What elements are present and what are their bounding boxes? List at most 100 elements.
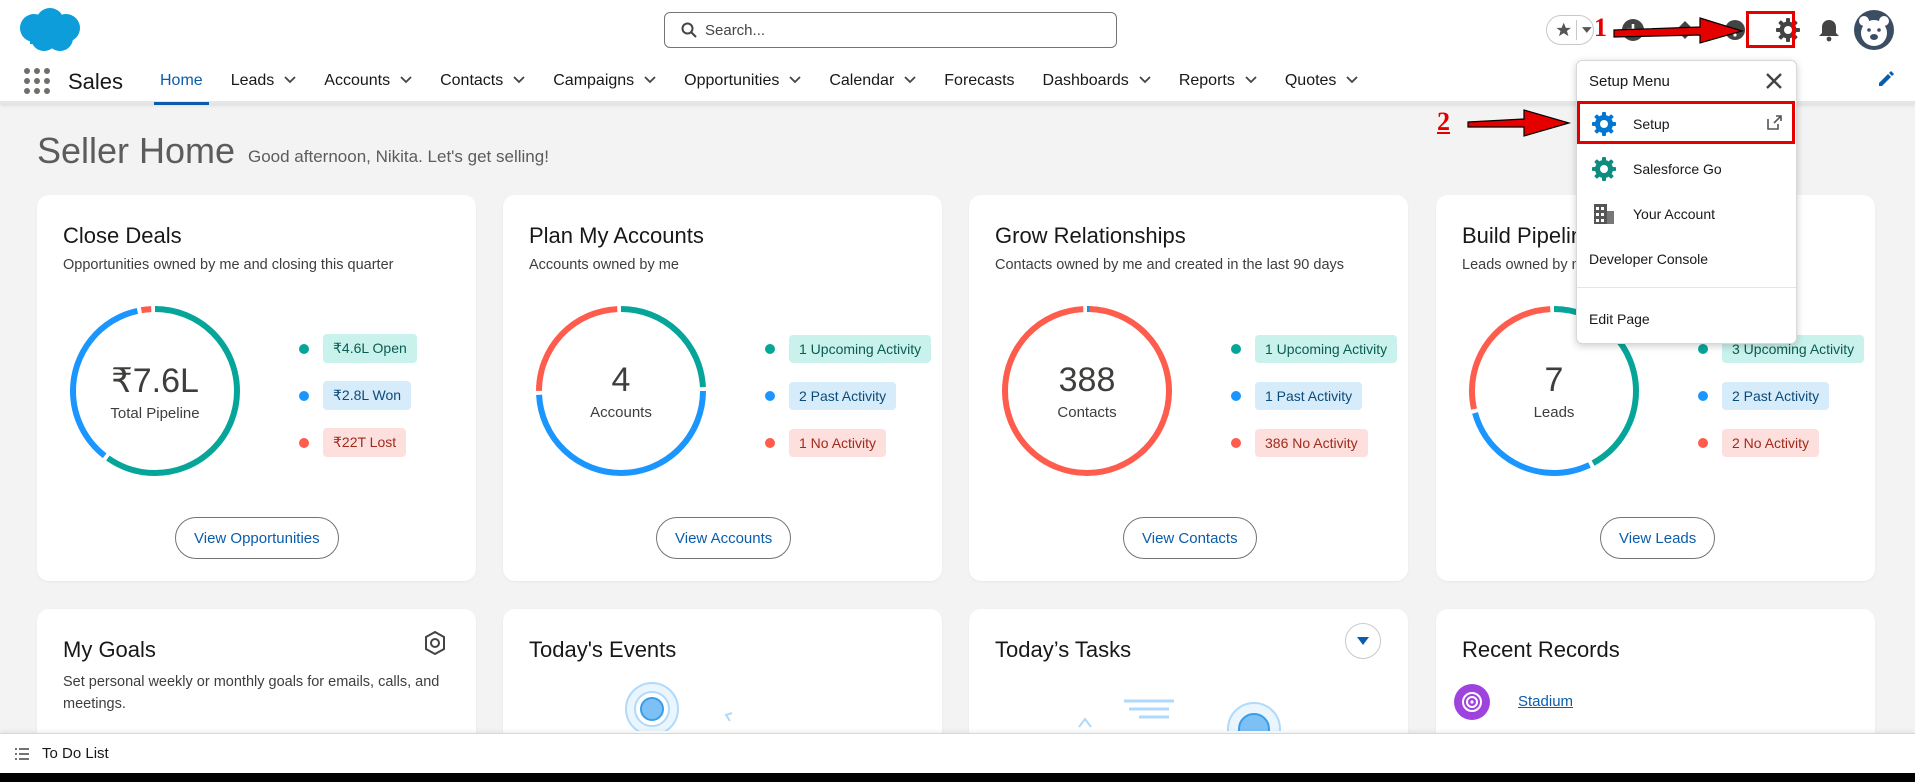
legend-item[interactable]: 1 Upcoming Activity — [1231, 325, 1398, 372]
nav-tab-dashboards[interactable]: Dashboards — [1029, 58, 1165, 104]
nav-tab-opportunities[interactable]: Opportunities — [670, 58, 815, 104]
view-records-button[interactable]: View Accounts — [656, 517, 792, 559]
nav-tab-label: Campaigns — [553, 72, 635, 89]
donut-segment[interactable] — [1469, 306, 1639, 476]
donut-segment[interactable] — [70, 306, 240, 476]
view-records-button[interactable]: View Contacts — [1123, 517, 1257, 559]
tasks-filter-button[interactable] — [1345, 623, 1381, 659]
donut-label: Total Pipeline — [110, 404, 200, 422]
chevron-down-icon[interactable] — [1346, 75, 1359, 87]
legend-dot — [765, 343, 775, 354]
donut-segment[interactable] — [1469, 306, 1639, 476]
legend-item[interactable]: 2 Past Activity — [765, 372, 931, 419]
legend-dot — [1231, 343, 1241, 354]
nav-tab-label: Calendar — [829, 72, 895, 89]
nav-tab-calendar[interactable]: Calendar — [815, 58, 930, 104]
nav-tab-home[interactable]: Home — [146, 58, 217, 105]
menu-item-label: Edit Page — [1589, 311, 1650, 327]
nav-tab-accounts[interactable]: Accounts — [310, 58, 426, 104]
goal-settings-icon[interactable] — [423, 631, 447, 655]
recent-record-link[interactable]: Stadium — [1518, 693, 1574, 710]
setup-menu-item-setup[interactable]: Setup — [1577, 102, 1796, 146]
nav-tab-reports[interactable]: Reports — [1165, 58, 1271, 104]
card-subtitle: Contacts owned by me and created in the … — [995, 257, 1345, 273]
todo-list-icon[interactable] — [14, 746, 30, 762]
star-icon[interactable] — [1555, 21, 1572, 39]
donut-segment[interactable] — [1002, 306, 1172, 476]
donut-segment[interactable] — [536, 306, 706, 476]
legend-item[interactable]: 1 No Activity — [765, 419, 931, 466]
donut-chart — [536, 306, 706, 476]
donut-center: 7 Leads — [1466, 303, 1642, 479]
setup-menu-item-edit-page[interactable]: Edit Page — [1577, 297, 1796, 341]
window-bottom-edge — [0, 773, 1915, 782]
salesforce-logo[interactable] — [14, 6, 84, 54]
setup-menu-item-salesforce-go[interactable]: Salesforce Go — [1577, 147, 1796, 191]
donut-segment[interactable] — [536, 306, 706, 476]
view-records-button[interactable]: View Opportunities — [175, 517, 339, 559]
chevron-down-icon[interactable] — [1139, 75, 1151, 87]
nav-tab-label: Quotes — [1284, 72, 1337, 89]
donut-segment[interactable] — [1002, 306, 1172, 476]
nav-tab-label: Leads — [230, 72, 275, 89]
legend-dot — [299, 343, 309, 354]
donut-segment[interactable] — [70, 306, 240, 476]
legend-item[interactable]: 1 Past Activity — [1231, 372, 1397, 419]
setup-menu-item-your-account[interactable]: Your Account — [1577, 192, 1796, 236]
menu-item-label: Developer Console — [1589, 251, 1709, 267]
campaign-icon — [1454, 684, 1490, 720]
edit-nav-pencil-icon[interactable] — [1877, 70, 1895, 88]
setup-menu-item-developer-console[interactable]: Developer Console — [1577, 237, 1796, 281]
notifications-bell-icon[interactable] — [1812, 10, 1846, 50]
card-subtitle: Opportunities owned by me and closing th… — [63, 257, 394, 273]
view-records-button[interactable]: View Leads — [1600, 517, 1716, 559]
chevron-down-icon[interactable] — [644, 75, 656, 87]
app-launcher-icon[interactable] — [24, 68, 50, 94]
nav-tab-label: Reports — [1178, 72, 1235, 89]
external-link-icon[interactable] — [1766, 115, 1782, 131]
nav-tab-label: Forecasts — [944, 72, 1015, 89]
legend-pill: 1 Upcoming Activity — [789, 334, 932, 363]
legend-item[interactable]: ₹4.6L Open — [299, 325, 417, 372]
legend-item[interactable]: 2 Past Activity — [1698, 372, 1864, 419]
close-icon[interactable] — [1764, 71, 1784, 91]
card-title: Build Pipeline — [1462, 223, 1596, 248]
chevron-down-icon[interactable] — [789, 75, 801, 87]
legend-dot — [1231, 390, 1241, 401]
global-actions-icon[interactable] — [1616, 10, 1650, 50]
legend-item[interactable]: ₹22T Lost — [299, 419, 417, 466]
legend-item[interactable]: 1 Upcoming Activity — [765, 325, 932, 372]
chevron-down-icon[interactable] — [904, 75, 916, 87]
legend-item[interactable]: ₹2.8L Won — [299, 372, 417, 419]
donut-segment[interactable] — [1469, 306, 1639, 476]
nav-tab-forecasts[interactable]: Forecasts — [930, 58, 1028, 104]
favorites-group[interactable] — [1546, 15, 1594, 45]
nav-tab-leads[interactable]: Leads — [217, 58, 311, 104]
nav-tab-label: Home — [160, 72, 203, 89]
annotation-box-setup-item — [1577, 101, 1795, 144]
menu-item-label: Setup — [1633, 116, 1670, 132]
global-search-input[interactable]: Search... — [664, 12, 1117, 48]
nav-tab-quotes[interactable]: Quotes — [1271, 58, 1373, 104]
gear-icon — [1589, 154, 1619, 184]
chevron-down-icon[interactable] — [513, 75, 525, 87]
todo-list-label[interactable]: To Do List — [42, 745, 109, 762]
user-avatar[interactable] — [1845, 6, 1903, 54]
chart-legend: 1 Upcoming Activity 1 Past Activity 386 No… — [1231, 325, 1398, 466]
chevron-down-icon[interactable] — [1245, 75, 1257, 87]
nav-tab-campaigns[interactable]: Campaigns — [539, 58, 670, 104]
legend-item[interactable]: 386 No Activity — [1231, 419, 1397, 466]
caret-down-icon[interactable] — [1581, 25, 1593, 35]
nav-tab-contacts[interactable]: Contacts — [426, 58, 539, 104]
legend-item[interactable]: 2 No Activity — [1698, 419, 1864, 466]
caret-down-icon — [1357, 637, 1369, 645]
trailhead-icon[interactable] — [1668, 10, 1702, 50]
legend-pill: 386 No Activity — [1255, 428, 1368, 457]
global-header: Search... — [0, 0, 1915, 58]
nav-tab-label: Contacts — [440, 72, 504, 89]
legend-pill: 2 No Activity — [1722, 428, 1820, 457]
donut-center: 4 Accounts — [533, 303, 709, 479]
card-title: Grow Relationships — [995, 223, 1186, 248]
chevron-down-icon[interactable] — [284, 75, 296, 87]
chevron-down-icon[interactable] — [400, 75, 412, 87]
